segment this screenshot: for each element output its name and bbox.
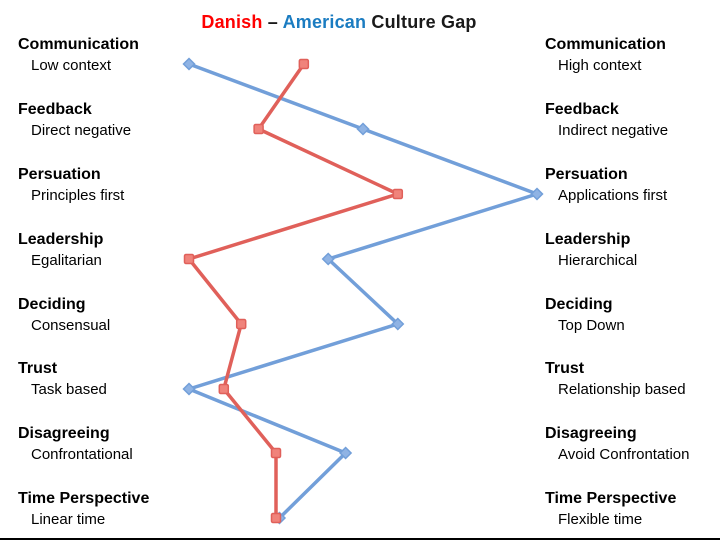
american-trait: Avoid Confrontation <box>558 446 690 463</box>
american-point-deciding <box>391 317 405 331</box>
dimension-name: Deciding <box>18 296 86 313</box>
danish-trait: Principles first <box>31 187 125 204</box>
dimension-name: Persuation <box>18 166 101 183</box>
american-trait: Applications first <box>558 187 668 204</box>
american-point-persuation <box>530 187 544 201</box>
danish-point-feedback <box>253 123 264 135</box>
dimension-right-persuation: Persuation Applications first <box>545 164 667 206</box>
american-line <box>187 62 539 520</box>
dimension-name: Trust <box>545 360 585 377</box>
dimension-name: Deciding <box>545 296 613 313</box>
american-trait: Top Down <box>558 317 625 334</box>
american-point-trust <box>182 382 196 396</box>
dimension-left-deciding: Deciding Consensual <box>18 294 110 336</box>
dimension-left-trust: Trust Task based <box>18 358 107 400</box>
danish-point-communication <box>298 58 310 70</box>
danish-point-disagreeing <box>270 447 282 459</box>
danish-trait: Consensual <box>31 317 111 334</box>
american-point-disagreeing <box>339 446 353 460</box>
american-trait: Hierarchical <box>558 252 638 269</box>
dimension-name: Persuation <box>545 166 628 183</box>
dimension-name: Communication <box>18 36 139 53</box>
american-trait: High context <box>558 57 642 74</box>
title-rest: Culture Gap <box>371 12 477 32</box>
dimension-name: Disagreeing <box>545 425 637 442</box>
title-american: American <box>282 12 367 32</box>
dimension-right-communication: Communication High context <box>545 34 666 76</box>
dimension-left-disagreeing: Disagreeing Confrontational <box>18 423 133 465</box>
danish-trait: Linear time <box>31 511 106 528</box>
dimension-left-communication: Communication Low context <box>18 34 139 76</box>
danish-point-leadership <box>183 253 195 265</box>
dimension-name: Feedback <box>545 101 619 118</box>
danish-trait: Confrontational <box>31 446 133 463</box>
dimension-right-feedback: Feedback Indirect negative <box>545 99 668 141</box>
american-point-leadership <box>321 252 335 266</box>
american-trait: Flexible time <box>558 511 643 528</box>
danish-line <box>187 62 400 520</box>
dimension-left-persuation: Persuation Principles first <box>18 164 124 206</box>
danish-trait: Direct negative <box>31 122 132 139</box>
danish-point-trust <box>218 383 230 395</box>
american-trait: Relationship based <box>558 381 686 398</box>
danish-trait: Task based <box>31 381 107 398</box>
slide-bottom-border <box>0 538 720 540</box>
dimension-right-time-perspective: Time Perspective Flexible time <box>545 488 676 530</box>
dimension-name: Leadership <box>18 231 104 248</box>
dimension-left-leadership: Leadership Egalitarian <box>18 229 103 271</box>
dimension-left-feedback: Feedback Direct negative <box>18 99 131 141</box>
danish-point-persuation <box>392 188 404 200</box>
dimension-right-trust: Trust Relationship based <box>545 358 686 400</box>
page-title: Danish – American Culture Gap <box>0 12 678 33</box>
american-point-feedback <box>356 122 370 136</box>
dimension-name: Communication <box>545 36 666 53</box>
danish-point-deciding <box>235 318 247 330</box>
dimension-name: Leadership <box>545 231 631 248</box>
dimension-name: Disagreeing <box>18 425 110 442</box>
title-dash: – <box>267 12 279 32</box>
dimension-name: Feedback <box>18 101 92 118</box>
dimension-name: Time Perspective <box>18 490 150 507</box>
danish-trait: Egalitarian <box>31 252 102 269</box>
dimension-right-leadership: Leadership Hierarchical <box>545 229 637 271</box>
dimension-name: Trust <box>18 360 58 377</box>
dimension-left-time-perspective: Time Perspective Linear time <box>18 488 149 530</box>
dimension-name: Time Perspective <box>545 490 677 507</box>
danish-trait: Low context <box>31 57 112 74</box>
dimension-right-disagreeing: Disagreeing Avoid Confrontation <box>545 423 689 465</box>
american-point-communication <box>182 57 196 71</box>
danish-point-time-perspective <box>270 512 282 524</box>
american-trait: Indirect negative <box>558 122 669 139</box>
dimension-right-deciding: Deciding Top Down <box>545 294 625 336</box>
title-danish: Danish <box>201 12 263 32</box>
